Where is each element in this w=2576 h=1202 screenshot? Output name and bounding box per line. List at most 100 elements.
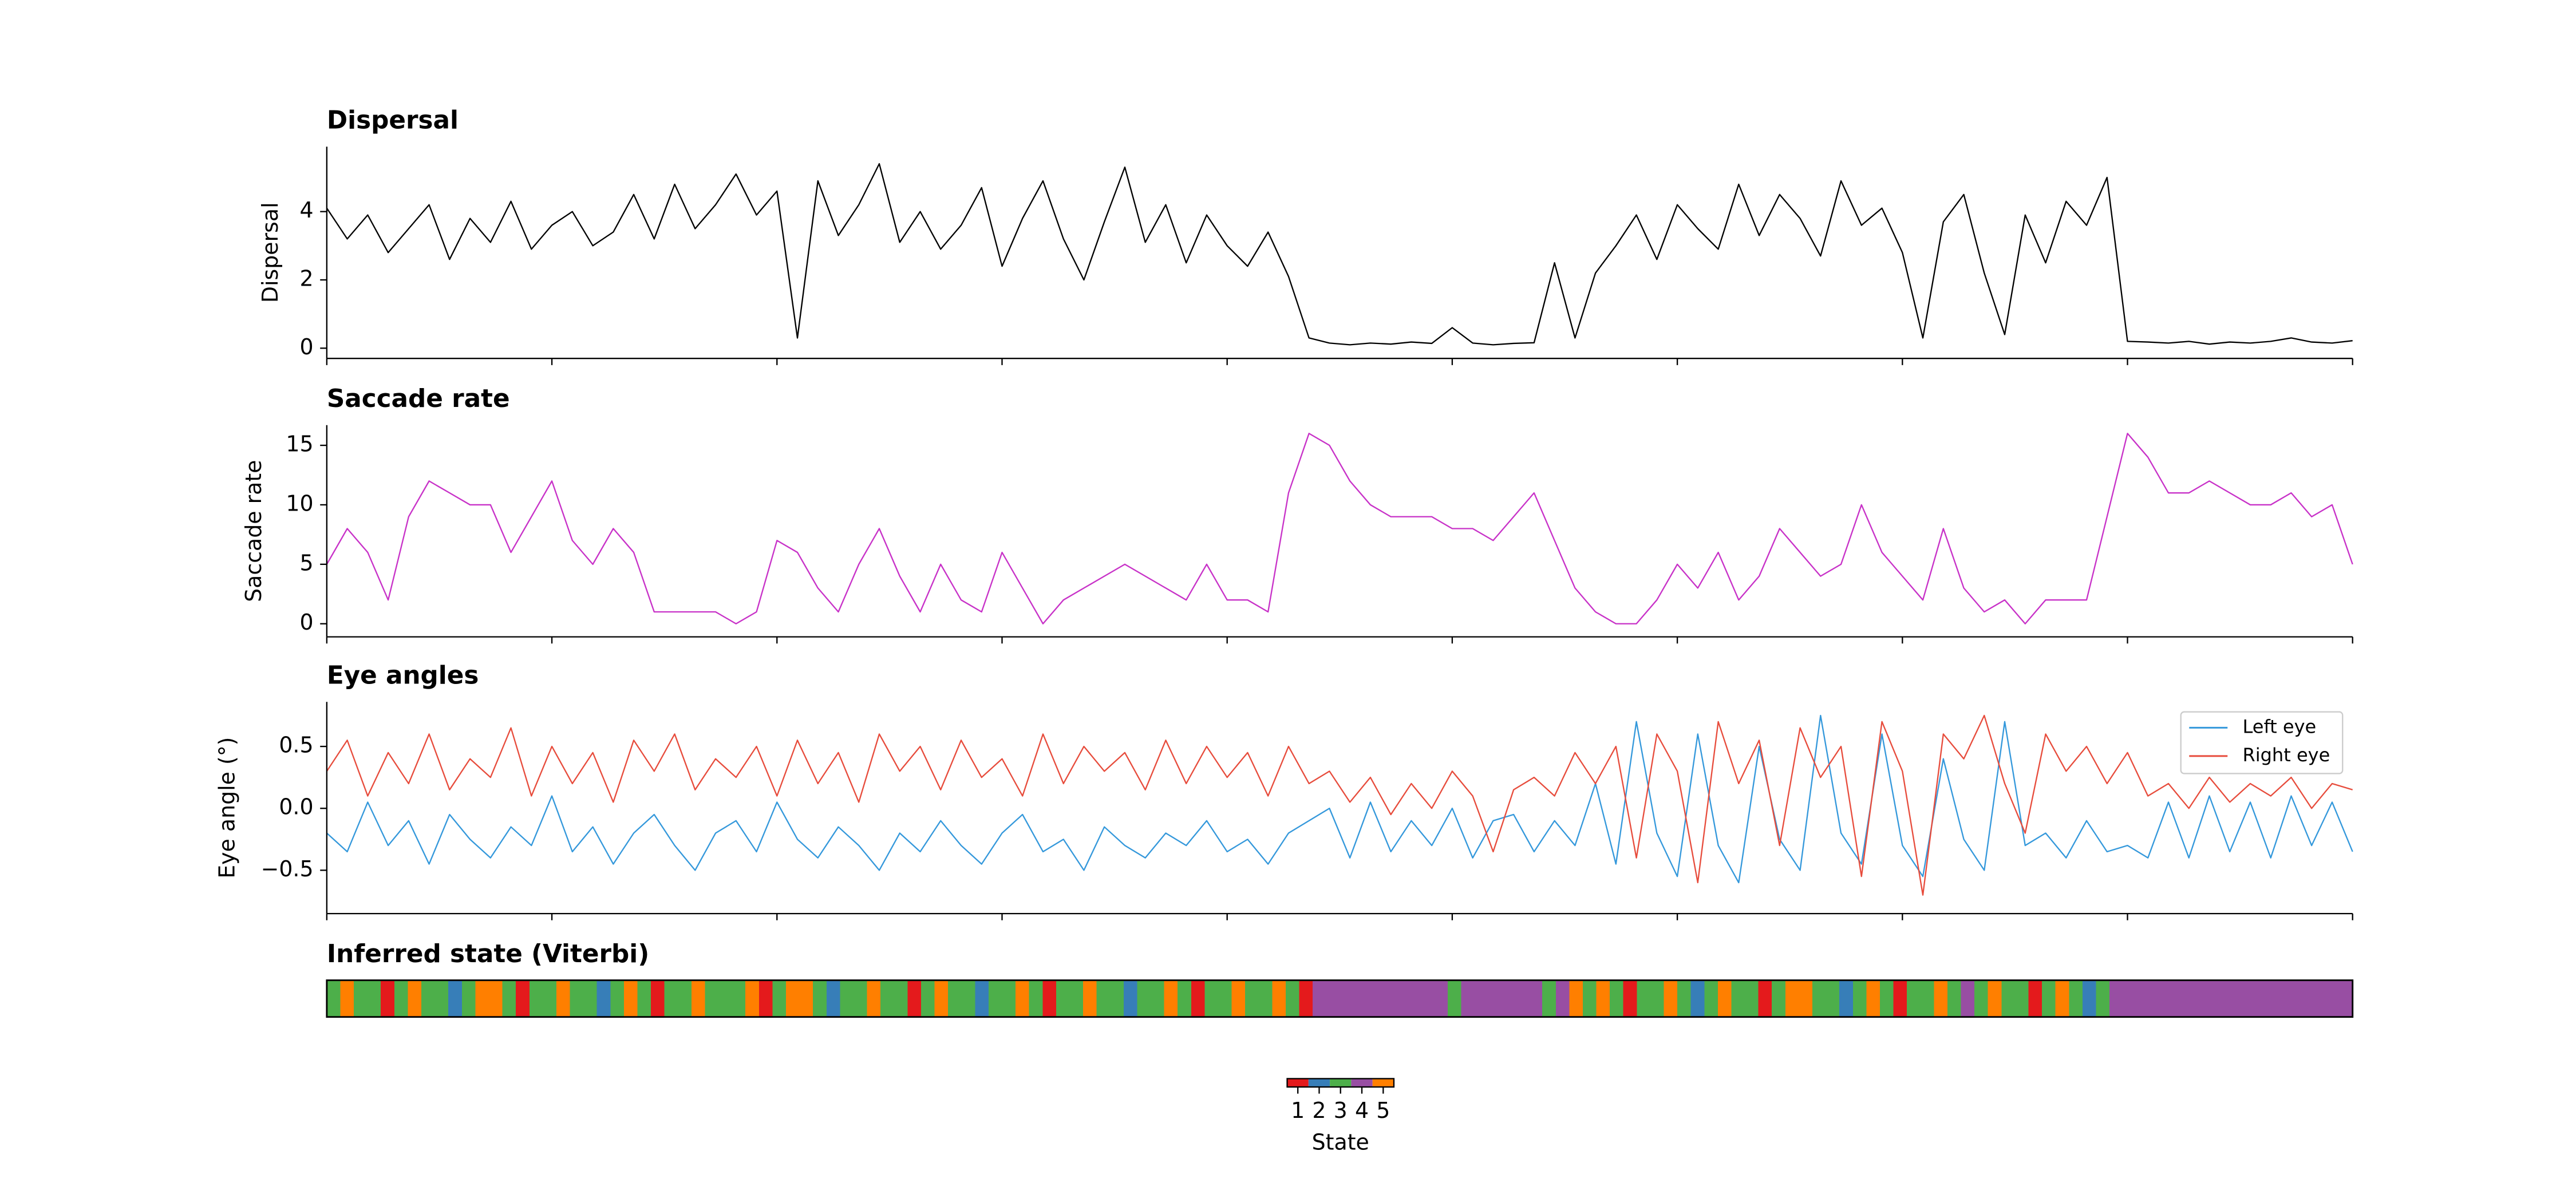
state-cell <box>1758 980 1773 1017</box>
y-tick-label: 2 <box>299 266 313 291</box>
state-cell <box>2285 980 2300 1017</box>
state-cell <box>1258 980 1273 1017</box>
state-cell <box>354 980 368 1017</box>
colorbar-cell <box>1372 1078 1394 1088</box>
state-cell <box>610 980 625 1017</box>
state-cell <box>394 980 409 1017</box>
state-cell <box>1907 980 1921 1017</box>
state-cell <box>1920 980 1935 1017</box>
y-axis-label: Saccade rate <box>241 460 266 602</box>
state-cell <box>948 980 962 1017</box>
y-tick-label: 0 <box>299 610 313 635</box>
state-cell <box>1852 980 1867 1017</box>
state-cell <box>2271 980 2286 1017</box>
state-cell <box>1420 980 1435 1017</box>
state-cell <box>718 980 733 1017</box>
legend-label: Right eye <box>2242 744 2330 766</box>
state-cell <box>1002 980 1016 1017</box>
state-cell <box>2231 980 2245 1017</box>
y-tick-label: 5 <box>299 550 313 575</box>
panel-title: Dispersal <box>327 106 459 135</box>
state-cell <box>1393 980 1408 1017</box>
data-line <box>326 714 2353 896</box>
state-cell <box>1150 980 1165 1017</box>
colorbar-cell <box>1330 1078 1352 1088</box>
colorbar-cell <box>1308 1078 1330 1088</box>
state-cell <box>1245 980 1259 1017</box>
y-axis-label: Dispersal <box>258 202 283 303</box>
state-cell <box>1812 980 1827 1017</box>
data-line <box>326 433 2353 624</box>
state-cell <box>1704 980 1718 1017</box>
state-cell <box>1042 980 1057 1017</box>
state-cell <box>705 980 719 1017</box>
state-cell <box>920 980 935 1017</box>
colorbar-frame <box>1286 1078 1395 1088</box>
state-cell <box>826 980 841 1017</box>
state-cell <box>988 980 1003 1017</box>
state-cell <box>1664 980 1678 1017</box>
state-cell <box>1178 980 1192 1017</box>
state-cell <box>840 980 854 1017</box>
state-cell <box>2055 980 2070 1017</box>
state-cell <box>1650 980 1665 1017</box>
state-cell <box>1879 980 1894 1017</box>
y-tick-label: 0.0 <box>279 794 313 820</box>
state-cell <box>2069 980 2083 1017</box>
state-cell <box>1475 980 1489 1017</box>
state-cell <box>596 980 611 1017</box>
state-cell <box>786 980 800 1017</box>
state-cell <box>475 980 489 1017</box>
state-cell <box>2177 980 2191 1017</box>
state-frame <box>326 979 2354 1018</box>
state-cell <box>461 980 476 1017</box>
state-cell <box>516 980 530 1017</box>
state-cell <box>570 980 584 1017</box>
state-cell <box>880 980 895 1017</box>
state-cell <box>867 980 882 1017</box>
y-axis-label: Eye angle (°) <box>215 737 240 879</box>
state-cell <box>1204 980 1219 1017</box>
state-cell <box>1637 980 1651 1017</box>
state-cell <box>1407 980 1421 1017</box>
state-cell <box>1934 980 1948 1017</box>
state-cell <box>2298 980 2313 1017</box>
state-cell <box>799 980 814 1017</box>
colorbar-tick-label: 5 <box>1376 1098 1390 1123</box>
state-cell <box>1515 980 1530 1017</box>
state-cell <box>664 980 679 1017</box>
state-cell <box>1745 980 1759 1017</box>
y-tick-label: 4 <box>299 197 313 223</box>
colorbar-cell <box>1287 1078 1309 1088</box>
state-cell <box>2042 980 2056 1017</box>
state-cell <box>556 980 571 1017</box>
state-cell <box>1083 980 1097 1017</box>
state-cell <box>623 980 638 1017</box>
state-cell <box>813 980 827 1017</box>
state-cell <box>340 980 354 1017</box>
state-cell <box>1974 980 1989 1017</box>
state-cell <box>1191 980 1206 1017</box>
state-cell <box>1690 980 1705 1017</box>
state-cell <box>678 980 692 1017</box>
state-cell <box>1677 980 1692 1017</box>
state-cell <box>2096 980 2110 1017</box>
state-cell <box>1272 980 1286 1017</box>
state-cell <box>1542 980 1556 1017</box>
state-cell <box>381 980 395 1017</box>
state-cell <box>1799 980 1813 1017</box>
state-cell <box>1947 980 1962 1017</box>
state-cell <box>1285 980 1300 1017</box>
state-cell <box>1218 980 1232 1017</box>
colorbar-tick-label: 2 <box>1312 1098 1326 1123</box>
state-cell <box>2325 980 2340 1017</box>
state-cell <box>2163 980 2178 1017</box>
state-cell <box>1016 980 1030 1017</box>
state-cell <box>1731 980 1745 1017</box>
colorbar-cell <box>1351 1078 1373 1088</box>
state-cell <box>1056 980 1070 1017</box>
state-cell <box>1893 980 1908 1017</box>
state-cell <box>1610 980 1624 1017</box>
state-cell <box>1785 980 1800 1017</box>
